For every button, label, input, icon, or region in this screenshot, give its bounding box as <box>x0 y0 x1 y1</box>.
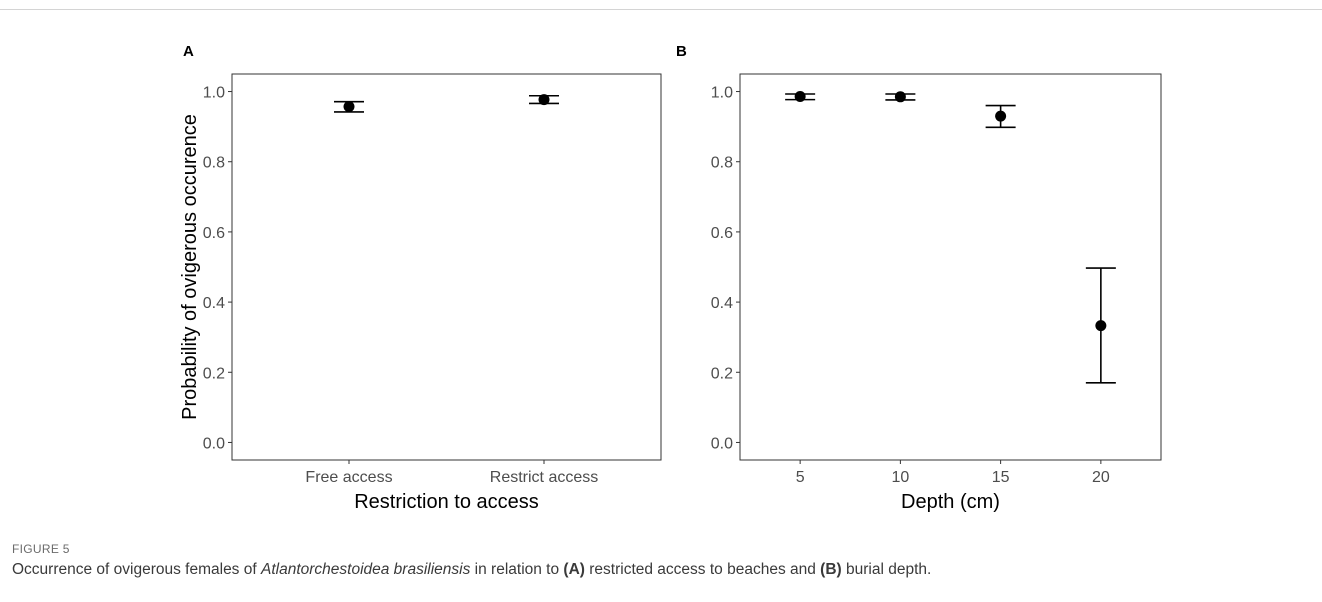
panel-b-ytick-label: 0.8 <box>711 155 733 172</box>
figure-caption: Occurrence of ovigerous females of Atlan… <box>12 561 1312 579</box>
top-divider <box>0 9 1322 10</box>
panel-a-plot-frame <box>231 73 662 461</box>
panel-b-tag: B <box>676 43 687 60</box>
caption-text-2: in relation to <box>470 561 564 578</box>
caption-ref-b: (B) <box>820 561 842 578</box>
panel-a-ytick-label: 0.2 <box>203 365 225 382</box>
panel-a-tag: A <box>183 43 194 60</box>
panel-a-ytick-label: 0.0 <box>203 435 225 452</box>
panel-b-ytick-label: 0.0 <box>711 435 733 452</box>
panel-b-ytick-label: 1.0 <box>711 85 733 102</box>
caption-text-1: Occurrence of ovigerous females of <box>12 561 261 578</box>
panel-b-xtick-label: 10 <box>891 469 909 486</box>
figure-label: FIGURE 5 <box>12 542 70 556</box>
panel-a-xtick-label: Free access <box>305 469 392 486</box>
panel-a-ytick-label: 1.0 <box>203 85 225 102</box>
panel-b-point-4 <box>1095 320 1107 332</box>
panel-b-x-axis-title: Depth (cm) <box>901 491 1000 513</box>
panel-b-xtick-label: 20 <box>1092 469 1110 486</box>
panel-a-ytick-label: 0.6 <box>203 225 225 242</box>
panel-b-ytick-label: 0.2 <box>711 365 733 382</box>
caption-ref-a: (A) <box>563 561 585 578</box>
panel-a-x-axis-title: Restriction to access <box>354 491 539 513</box>
panel-b-point-3 <box>995 110 1007 122</box>
panel-b-point-1 <box>794 90 806 102</box>
panel-b-ytick-label: 0.6 <box>711 225 733 242</box>
caption-text-4: burial depth. <box>841 561 932 578</box>
panel-b-xtick-label: 5 <box>796 469 805 486</box>
panel-b-plot-frame <box>739 73 1162 461</box>
panel-a-point-1 <box>343 101 355 113</box>
panel-a-xtick-label: Restrict access <box>490 469 598 486</box>
caption-species: Atlantorchestoidea brasiliensis <box>260 561 471 578</box>
panel-a-y-axis-title: Probability of ovigerous occurence <box>179 114 201 420</box>
panel-a-point-2 <box>538 94 550 106</box>
panel-a-ytick-label: 0.8 <box>203 155 225 172</box>
panel-b-point-2 <box>894 91 906 103</box>
panel-a-ytick-label: 0.4 <box>203 295 225 312</box>
panel-b-ytick-label: 0.4 <box>711 295 733 312</box>
figure-5-chart: A 0.0 0.2 0.4 0.6 0.8 1.0 Free access Restrict a… <box>179 43 1162 513</box>
caption-text-3: restricted access to beaches and <box>584 561 821 578</box>
panel-b-xtick-label: 15 <box>992 469 1010 486</box>
